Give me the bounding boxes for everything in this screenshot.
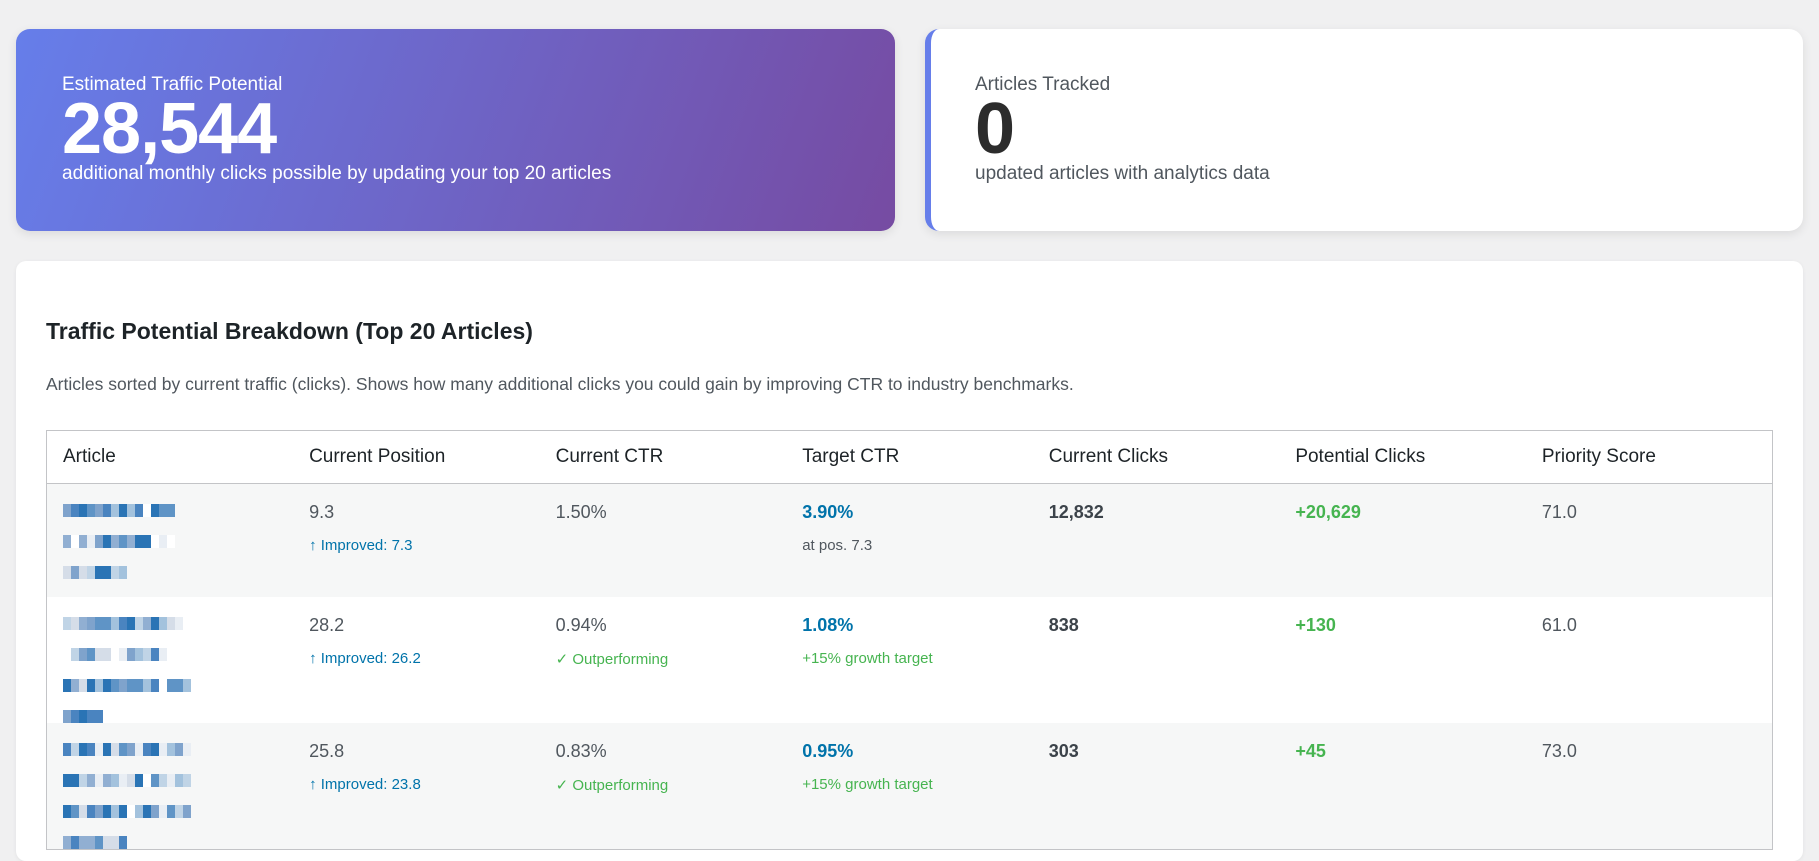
- traffic-potential-subtitle: additional monthly clicks possible by up…: [62, 163, 612, 184]
- position-cell: 25.8 ↑ Improved: 23.8: [293, 722, 540, 849]
- target-ctr-cell: 0.95% +15% growth target: [786, 722, 1033, 849]
- articles-tracked-subtitle: updated articles with analytics data: [975, 163, 1270, 184]
- table-row: 9.3 ↑ Improved: 7.3 1.50% 3.90% at pos. 7.3 1…: [46, 483, 1773, 597]
- current-clicks-cell: 838: [1048, 614, 1079, 635]
- target-ctr-note: +15% growth target: [802, 775, 933, 793]
- traffic-potential-value: 28,544: [62, 89, 277, 169]
- table-row: 28.2 ↑ Improved: 26.2 0.94% ✓ Outperforming…: [47, 597, 1773, 723]
- col-article: Article: [46, 430, 294, 484]
- priority-score-cell: 71.0: [1525, 483, 1773, 597]
- col-target-ctr: Target CTR: [786, 430, 1033, 484]
- articles-tracked-label: Articles Tracked: [975, 74, 1111, 95]
- position-cell: 28.2 ↑ Improved: 26.2: [293, 597, 540, 723]
- current-ctr-cell: 0.94% ✓ Outperforming: [540, 597, 787, 723]
- potential-clicks-cell: +20,629: [1279, 483, 1526, 597]
- position-cell: 9.3 ↑ Improved: 7.3: [293, 483, 540, 597]
- current-ctr-cell: 0.83% ✓ Outperforming: [539, 722, 787, 849]
- current-ctr-cell: 1.50%: [539, 483, 787, 597]
- traffic-potential-label: Estimated Traffic Potential: [62, 74, 283, 95]
- target-ctr-cell: 1.08% +15% growth target: [786, 597, 1033, 723]
- redacted-article-title[interactable]: [63, 502, 277, 579]
- ctr-status-note: ✓ Outperforming: [555, 650, 669, 668]
- position-improved-note: ↑ Improved: 26.2: [309, 649, 421, 667]
- traffic-potential-card: Estimated Traffic Potential 28,544 addit…: [16, 29, 895, 231]
- article-cell[interactable]: [46, 722, 294, 849]
- col-current-clicks: Current Clicks: [1032, 430, 1280, 484]
- current-clicks-cell: 12,832: [1032, 483, 1280, 597]
- col-priority-score: Priority Score: [1525, 430, 1773, 484]
- current-clicks-cell: 303: [1032, 722, 1280, 849]
- target-ctr-note: at pos. 7.3: [802, 537, 873, 554]
- breakdown-table: Article Current Position Current CTR Tar…: [46, 430, 1773, 850]
- article-cell[interactable]: [46, 483, 294, 597]
- col-current-ctr: Current CTR: [539, 430, 787, 484]
- potential-clicks-cell: +130: [1295, 614, 1336, 635]
- target-ctr-cell: 3.90% at pos. 7.3: [786, 483, 1033, 597]
- potential-clicks-cell: +45: [1279, 722, 1526, 849]
- table-row: 25.8 ↑ Improved: 23.8 0.83% ✓ Outperforming…: [46, 722, 1773, 849]
- articles-tracked-card: Articles Tracked 0 updated articles with…: [925, 29, 1803, 231]
- table-header: Article Current Position Current CTR Tar…: [46, 430, 1773, 484]
- breakdown-description: Articles sorted by current traffic (clic…: [46, 374, 1074, 394]
- target-ctr-note: +15% growth target: [802, 649, 933, 667]
- position-improved-note: ↑ Improved: 23.8: [309, 775, 421, 793]
- redacted-article-title[interactable]: [63, 741, 277, 849]
- breakdown-panel: Traffic Potential Breakdown (Top 20 Arti…: [16, 261, 1803, 861]
- article-cell[interactable]: [47, 597, 294, 723]
- breakdown-title: Traffic Potential Breakdown (Top 20 Arti…: [46, 318, 533, 344]
- redacted-article-title[interactable]: [63, 615, 277, 723]
- col-potential-clicks: Potential Clicks: [1279, 430, 1526, 484]
- priority-score-cell: 73.0: [1525, 722, 1773, 849]
- articles-tracked-value: 0: [975, 89, 1015, 169]
- position-improved-note: ↑ Improved: 7.3: [309, 537, 413, 554]
- col-current-position: Current Position: [293, 430, 540, 484]
- priority-score-cell: 61.0: [1541, 614, 1577, 635]
- ctr-status-note: ✓ Outperforming: [555, 776, 669, 794]
